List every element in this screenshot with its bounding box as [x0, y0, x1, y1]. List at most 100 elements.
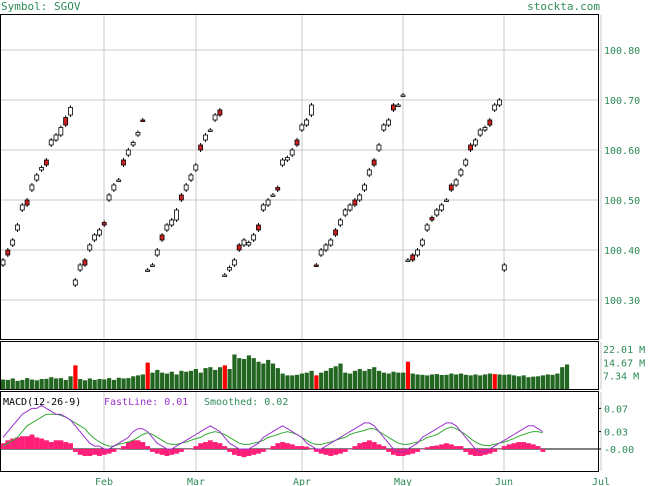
candle-body: [72, 279, 78, 286]
candle-body: [391, 104, 396, 111]
price-tick-label: 100.30: [604, 296, 640, 307]
volume-bar: [415, 374, 420, 389]
candle-body: [43, 159, 49, 166]
volume-bar: [410, 373, 415, 389]
macd-histogram-bar: [193, 446, 199, 449]
macd-histogram-bar: [130, 440, 136, 449]
candle-body: [463, 159, 469, 166]
macd-histogram: [0, 434, 546, 458]
macd-histogram-bar: [29, 434, 35, 449]
volume-bar: [343, 372, 348, 389]
volume-bar: [54, 378, 59, 389]
candle-body: [352, 199, 358, 206]
candle-body: [222, 274, 228, 277]
candle-body: [304, 119, 310, 126]
candle-body: [193, 164, 199, 171]
volume-bar: [179, 370, 184, 389]
volume-bar: [526, 377, 531, 389]
price-panel: [0, 14, 599, 340]
macd-smoothed-line: [2, 413, 543, 447]
candle-body: [19, 204, 25, 211]
macd-histogram-bar: [289, 444, 295, 449]
candle-body: [270, 194, 276, 197]
candle-body: [178, 194, 184, 201]
volume-bar: [266, 359, 271, 389]
volume-bar: [555, 373, 560, 389]
volume-tick-label: 7.34 M: [603, 372, 639, 383]
macd-histogram-bar: [371, 442, 377, 449]
macd-histogram-bar: [535, 446, 541, 449]
volume-bar: [107, 378, 112, 389]
price-axis: 100.30 100.40 100.50 100.60 100.70 100.80: [604, 46, 640, 307]
macd-tick-label: -0.00: [604, 445, 634, 456]
macd-histogram-bar: [299, 446, 305, 449]
candle-body: [116, 179, 122, 182]
candle-body: [472, 139, 478, 146]
macd-smoothed-label: Smoothed: 0.02: [204, 397, 288, 408]
candle-body: [265, 199, 271, 206]
candle-body: [150, 264, 155, 267]
candle-body: [183, 184, 189, 191]
candle-body: [424, 224, 430, 231]
brand-logo-text[interactable]: stockta.com: [527, 0, 600, 13]
volume-bar: [511, 375, 517, 389]
volume-bar: [425, 375, 430, 389]
macd-histogram-bar: [178, 449, 184, 452]
macd-histogram-bar: [207, 440, 213, 449]
volume-bar: [169, 371, 174, 389]
volume-bar: [280, 373, 285, 389]
volume-bar: [560, 367, 565, 389]
macd-histogram-bar: [530, 444, 536, 449]
volume-bar: [323, 370, 329, 389]
macd-histogram-bar: [352, 446, 358, 449]
macd-histogram-bar: [53, 440, 59, 449]
macd-histogram-bar: [424, 447, 430, 449]
macd-histogram-bar: [506, 444, 512, 449]
volume-bar: [155, 369, 160, 389]
macd-histogram-bar: [188, 449, 194, 450]
volume-bar: [87, 378, 92, 389]
candle-body: [497, 99, 502, 106]
volume-bar: [78, 379, 83, 389]
macd-histogram-bar: [43, 440, 49, 449]
volume-bar: [492, 374, 497, 389]
macd-histogram-bar: [24, 436, 30, 449]
candle-body: [328, 239, 334, 246]
macd-histogram-bar: [222, 446, 228, 449]
candlestick-series: [0, 93, 507, 287]
volume-bar: [97, 379, 102, 389]
volume-bar: [420, 374, 425, 389]
volume-bar: [429, 374, 435, 389]
price-tick-label: 100.80: [604, 46, 640, 57]
volume-bar: [487, 373, 493, 389]
macd-histogram-bar: [48, 442, 54, 449]
candle-body: [53, 134, 59, 141]
volume-bar: [531, 376, 536, 389]
macd-histogram-bar: [34, 437, 40, 449]
candle-body: [458, 169, 464, 176]
candle-body: [203, 134, 208, 141]
candle-body: [10, 239, 16, 246]
volume-bar: [140, 374, 145, 389]
candle-body: [400, 94, 406, 97]
candle-body: [188, 174, 194, 181]
candle-body: [0, 259, 6, 266]
macd-histogram-bar: [251, 449, 257, 455]
candle-body: [357, 194, 363, 201]
volume-bar: [463, 374, 468, 389]
volume-bar: [304, 372, 309, 389]
volume-bar: [396, 372, 401, 389]
volume-bar: [121, 378, 126, 389]
volume-bar: [564, 364, 570, 389]
volume-bar: [222, 365, 227, 389]
candle-body: [241, 239, 247, 246]
candle-body: [313, 264, 319, 267]
candle-body: [347, 204, 353, 211]
month-label: Feb: [95, 477, 113, 486]
macd-histogram-bar: [145, 446, 151, 449]
macd-histogram-bar: [231, 449, 237, 455]
macd-histogram-bar: [453, 446, 459, 449]
macd-histogram-bar: [318, 449, 324, 454]
macd-histogram-bar: [410, 449, 416, 454]
volume-bar: [507, 374, 512, 389]
